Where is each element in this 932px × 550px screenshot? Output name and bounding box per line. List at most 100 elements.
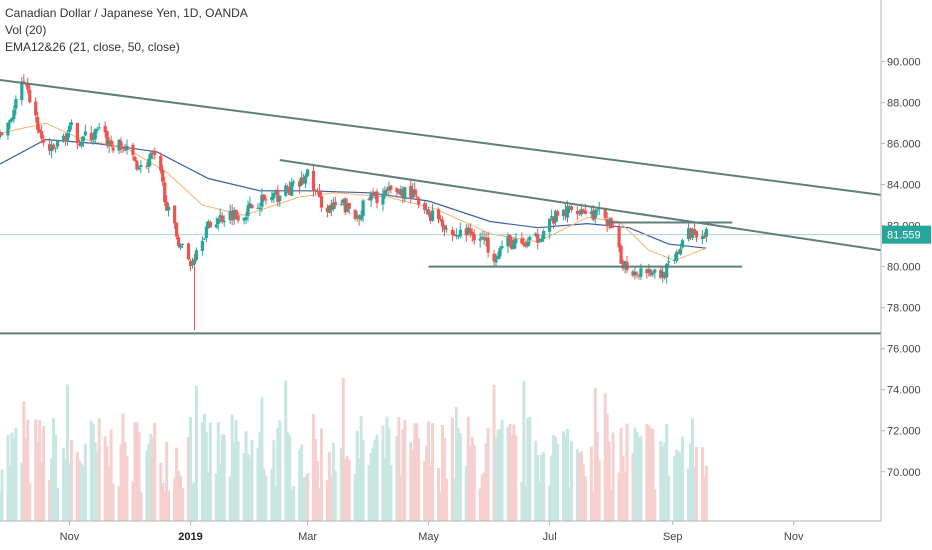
volume-bar (306, 473, 309, 521)
candle-body (570, 206, 573, 210)
volume-bar (417, 438, 420, 521)
volume-bar (584, 476, 587, 521)
candle-body (612, 226, 615, 227)
candles (0, 74, 708, 330)
x-tick-label: Sep (663, 531, 683, 543)
candle-body (139, 165, 142, 167)
candle-body (209, 222, 212, 228)
trendlines[interactable] (0, 80, 881, 333)
candle-body (80, 142, 83, 146)
y-tick-label: 76.000 (887, 344, 921, 356)
candle-body (617, 227, 620, 247)
last-price-value: 81.559 (887, 230, 921, 242)
chart-legend: Canadian Dollar / Japanese Yen, 1D, OAND… (5, 5, 248, 56)
legend-volume[interactable]: Vol (20) (5, 22, 248, 39)
volume-bar (223, 435, 226, 521)
candle-body (98, 127, 101, 128)
candle-body (312, 171, 315, 192)
volume-bar (362, 440, 365, 521)
candle-body (705, 229, 708, 237)
volume-bar (570, 441, 573, 521)
candle-body (258, 208, 261, 209)
candle-body (473, 234, 476, 240)
volume-bar (237, 441, 240, 521)
candle-body (403, 187, 406, 199)
volume-bar (431, 423, 434, 521)
y-tick-label: 70.000 (887, 467, 921, 479)
volume-bar (42, 426, 45, 521)
volume-bar (334, 471, 337, 521)
volume-bar (112, 484, 115, 521)
candle-body (237, 215, 240, 220)
x-tick-label: Nov (60, 531, 80, 543)
candle-body (556, 211, 559, 216)
candle-body (40, 131, 43, 138)
volume-bar (695, 447, 698, 521)
candle-body (167, 207, 170, 210)
volume-bar (626, 424, 629, 521)
candle-body (181, 244, 184, 245)
candle-body (244, 217, 247, 219)
candle-body (250, 205, 253, 208)
candle-body (42, 139, 45, 142)
candle-body (423, 203, 426, 209)
candle-body (383, 190, 386, 195)
x-tick-label: Jul (543, 531, 557, 543)
volume-bar (473, 445, 476, 521)
volume-bar (125, 456, 128, 521)
candle-body (459, 230, 462, 237)
candle-body (348, 203, 351, 209)
candle-body (235, 210, 238, 216)
volume-bar (320, 429, 323, 521)
candle-body (82, 136, 85, 141)
y-axis-ticks: 70.00072.00074.00076.00078.00080.00082.0… (881, 57, 921, 479)
volume-bar (348, 460, 351, 521)
volume-bar (445, 479, 448, 521)
volume-bar (528, 417, 531, 521)
candle-body (653, 269, 656, 272)
y-tick-label: 72.000 (887, 426, 921, 438)
volume-bar (181, 488, 184, 521)
trendline-long-term-resistance[interactable] (0, 80, 881, 195)
candle-body (14, 99, 17, 109)
candle-body (246, 205, 249, 216)
legend-title[interactable]: Canadian Dollar / Japanese Yen, 1D, OAND… (5, 5, 248, 22)
candle-body (528, 237, 531, 240)
last-price-badge: 81.559 (882, 226, 931, 244)
candle-body (163, 182, 166, 202)
candle-body (514, 239, 517, 243)
volume-bars (0, 378, 708, 521)
y-tick-label: 86.000 (887, 139, 921, 151)
trendline-mid-term-resistance[interactable] (280, 160, 881, 250)
volume-bar (56, 488, 59, 521)
candle-body (195, 250, 198, 260)
candle-body (594, 210, 597, 219)
volume-bar (542, 452, 545, 521)
volume-bar (153, 423, 156, 521)
candle-body (340, 204, 343, 205)
candle-body (54, 148, 57, 149)
candle-body (494, 260, 497, 263)
candle-body (445, 228, 448, 229)
candle-body (427, 209, 430, 214)
candle-body (179, 246, 182, 248)
legend-ema[interactable]: EMA12&26 (21, close, 50, close) (5, 39, 248, 56)
candle-body (121, 148, 124, 149)
volume-bar (0, 469, 3, 521)
y-tick-label: 74.000 (887, 385, 921, 397)
candle-body (84, 132, 87, 136)
candle-body (584, 211, 587, 214)
candle-body (34, 102, 37, 116)
volume-bar (209, 423, 212, 521)
candle-body (119, 141, 122, 147)
candle-body (667, 261, 670, 262)
candle-body (542, 231, 545, 239)
y-tick-label: 78.000 (887, 303, 921, 315)
candle-body (306, 169, 309, 176)
candle-body (173, 206, 176, 224)
candle-body (441, 220, 444, 227)
candle-body (203, 239, 206, 240)
candle-body (651, 273, 654, 274)
candle-body (110, 140, 113, 146)
